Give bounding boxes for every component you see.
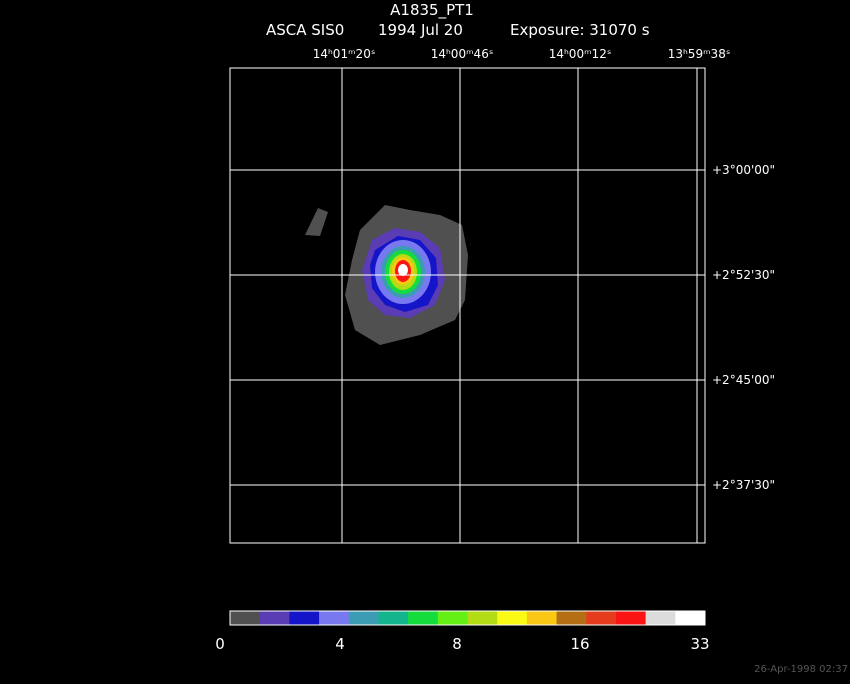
- dec-label: +2°52'30": [712, 268, 775, 282]
- colorbar-segment: [526, 611, 558, 625]
- colorbar-segment: [437, 611, 468, 625]
- colorbar-segment: [645, 611, 676, 625]
- ra-label: 14ʰ00ᵐ46ˢ: [431, 47, 494, 61]
- ra-label: 14ʰ01ᵐ20ˢ: [313, 47, 376, 61]
- colorbar: [230, 611, 706, 625]
- title: A1835_PT1: [390, 1, 474, 20]
- colorbar-segment: [408, 611, 439, 625]
- colorbar-frame: [229, 610, 706, 626]
- colorbar-segment: [675, 611, 706, 625]
- colorbar-segment: [348, 611, 379, 625]
- dec-label: +2°45'00": [712, 373, 775, 387]
- colorbar-label: 0: [215, 635, 225, 653]
- colorbar-segment: [319, 611, 350, 625]
- dec-label: +3°00'00": [712, 163, 775, 177]
- colorbar-segment: [378, 611, 409, 625]
- dec-label: +2°37'30": [712, 478, 775, 492]
- ra-label: 14ʰ00ᵐ12ˢ: [549, 47, 612, 61]
- colorbar-segment: [556, 611, 587, 625]
- xray-image: [305, 205, 468, 345]
- colorbar-label: 4: [335, 635, 345, 653]
- ra-label: 13ʰ59ᵐ38ˢ: [668, 47, 731, 61]
- colorbar-segment: [615, 611, 647, 625]
- instrument: ASCA SIS0: [266, 21, 344, 39]
- colorbar-segment: [289, 611, 320, 625]
- exposure: Exposure: 31070 s: [510, 21, 650, 39]
- colorbar-segment: [259, 611, 290, 625]
- colorbar-label: 16: [570, 635, 589, 653]
- colorbar-label: 8: [452, 635, 462, 653]
- colorbar-segment: [467, 611, 498, 625]
- obs-date: 1994 Jul 20: [378, 21, 463, 39]
- colorbar-label: 33: [690, 635, 709, 653]
- footer-timestamp: 26-Apr-1998 02:37: [754, 664, 848, 675]
- colorbar-segment: [586, 611, 617, 625]
- colorbar-segment: [230, 611, 261, 625]
- coordinate-grid: [229, 67, 706, 544]
- colorbar-segment: [497, 611, 528, 625]
